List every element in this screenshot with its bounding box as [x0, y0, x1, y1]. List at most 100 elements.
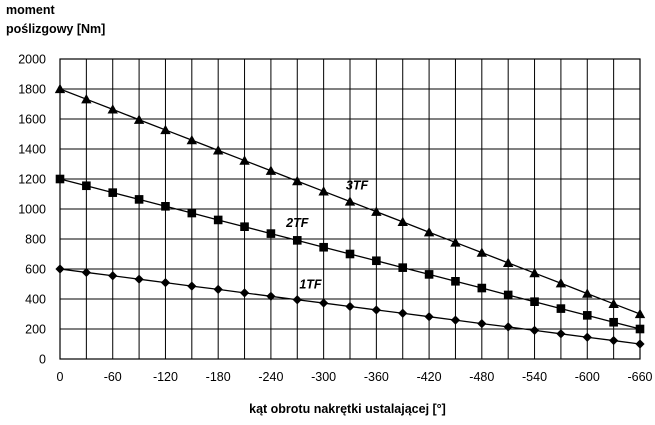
plot-frame	[59, 58, 641, 360]
data-point-3TF	[582, 288, 593, 298]
data-point-2TF	[582, 311, 592, 320]
y-axis-label-line-2: poślizgowy [Nm]	[6, 22, 106, 36]
data-point-1TF	[319, 298, 329, 308]
data-point-3TF	[160, 124, 171, 135]
data-point-3TF	[476, 247, 488, 257]
data-point-1TF	[371, 305, 381, 315]
series-labels: 1TF 2TF 3TF	[285, 179, 368, 292]
data-point-2TF	[635, 324, 645, 334]
y-tick-label: 1800	[18, 83, 46, 97]
data-point-1TF	[187, 281, 197, 291]
series-group	[54, 83, 646, 349]
data-point-2TF	[530, 297, 539, 306]
data-point-1TF	[266, 291, 276, 301]
data-point-1TF	[345, 301, 355, 312]
y-tick-label: 400	[25, 293, 46, 307]
x-tick-label: -60	[104, 370, 122, 384]
y-axis-label-line-1: moment	[6, 3, 55, 17]
data-point-3TF	[81, 94, 92, 104]
data-point-1TF	[529, 325, 540, 335]
x-tick-label: -300	[311, 370, 336, 384]
x-tick-label: -240	[258, 370, 283, 384]
data-point-3TF	[265, 165, 277, 175]
grid-lines	[59, 58, 641, 360]
data-point-2TF	[345, 249, 355, 259]
data-point-2TF	[55, 174, 65, 184]
data-point-3TF	[555, 278, 567, 288]
x-tick-label: -600	[575, 370, 600, 384]
data-point-3TF	[186, 134, 198, 145]
data-point-2TF	[240, 222, 249, 231]
data-point-1TF	[556, 329, 566, 339]
data-point-1TF	[239, 288, 250, 298]
data-point-2TF	[319, 242, 328, 252]
data-point-2TF	[108, 188, 118, 197]
y-tick-label: 1400	[18, 143, 46, 157]
data-point-3TF	[397, 216, 408, 227]
data-point-3TF	[212, 145, 224, 155]
data-point-2TF	[82, 181, 91, 191]
data-point-2TF	[292, 236, 302, 245]
y-tick-label: 200	[25, 323, 46, 337]
data-point-2TF	[161, 202, 170, 211]
data-point-2TF	[424, 270, 434, 279]
data-point-3TF	[423, 227, 435, 237]
data-point-2TF	[477, 283, 487, 293]
data-point-1TF	[582, 332, 592, 342]
data-point-2TF	[451, 277, 460, 286]
data-point-1TF	[450, 315, 461, 325]
x-tick-label: -660	[627, 370, 652, 384]
data-point-2TF	[556, 304, 566, 313]
data-point-3TF	[292, 175, 303, 186]
y-tick-label: 1000	[18, 203, 46, 217]
x-tick-label: -540	[522, 370, 547, 384]
data-point-3TF	[107, 104, 118, 114]
data-point-3TF	[318, 186, 329, 196]
data-point-1TF	[503, 322, 513, 332]
data-point-2TF	[503, 290, 513, 300]
data-point-3TF	[502, 257, 514, 268]
data-point-2TF	[266, 229, 276, 238]
data-point-3TF	[634, 308, 646, 319]
data-point-3TF	[239, 155, 250, 165]
y-tick-label: 2000	[18, 53, 46, 67]
data-point-2TF	[187, 208, 197, 218]
data-point-3TF	[344, 196, 356, 206]
data-point-3TF	[529, 267, 540, 278]
x-axis-ticks: 0 -60 -120 -180 -240 -300 -360 -420 -480 -540 -600…	[57, 370, 653, 384]
series-label-2TF: 2TF	[285, 216, 309, 230]
data-point-1TF	[81, 267, 91, 278]
x-tick-label: -480	[469, 370, 494, 384]
data-point-2TF	[134, 195, 144, 204]
series-label-1TF: 1TF	[299, 278, 322, 292]
data-point-3TF	[450, 237, 461, 247]
x-tick-label: -180	[206, 370, 231, 384]
data-point-2TF	[372, 256, 381, 266]
data-point-3TF	[608, 298, 619, 308]
data-point-1TF	[424, 312, 434, 322]
data-point-1TF	[55, 264, 65, 274]
data-point-1TF	[108, 271, 118, 281]
x-axis-label: kąt obrotu nakrętki ustalającej [°]	[249, 402, 446, 416]
data-point-2TF	[609, 317, 618, 327]
data-point-1TF	[477, 319, 487, 329]
data-point-1TF	[134, 274, 144, 284]
data-point-1TF	[609, 335, 619, 346]
y-tick-label: 0	[39, 353, 46, 367]
y-tick-label: 600	[25, 263, 46, 277]
data-point-1TF	[398, 308, 408, 318]
data-point-1TF	[160, 278, 171, 288]
data-point-1TF	[635, 339, 645, 349]
data-point-2TF	[398, 263, 408, 272]
data-point-3TF	[371, 206, 382, 216]
series-label-3TF: 3TF	[346, 179, 369, 193]
y-axis-ticks: 0 200 400 600 800 1000 1200 1400 1600 1800 2000	[18, 53, 46, 367]
y-tick-label: 1600	[18, 113, 46, 127]
data-point-2TF	[213, 215, 223, 225]
data-point-1TF	[213, 284, 223, 294]
data-point-3TF	[54, 83, 66, 94]
x-tick-label: 0	[57, 370, 64, 384]
y-tick-label: 1200	[18, 173, 46, 187]
data-point-3TF	[133, 114, 145, 124]
